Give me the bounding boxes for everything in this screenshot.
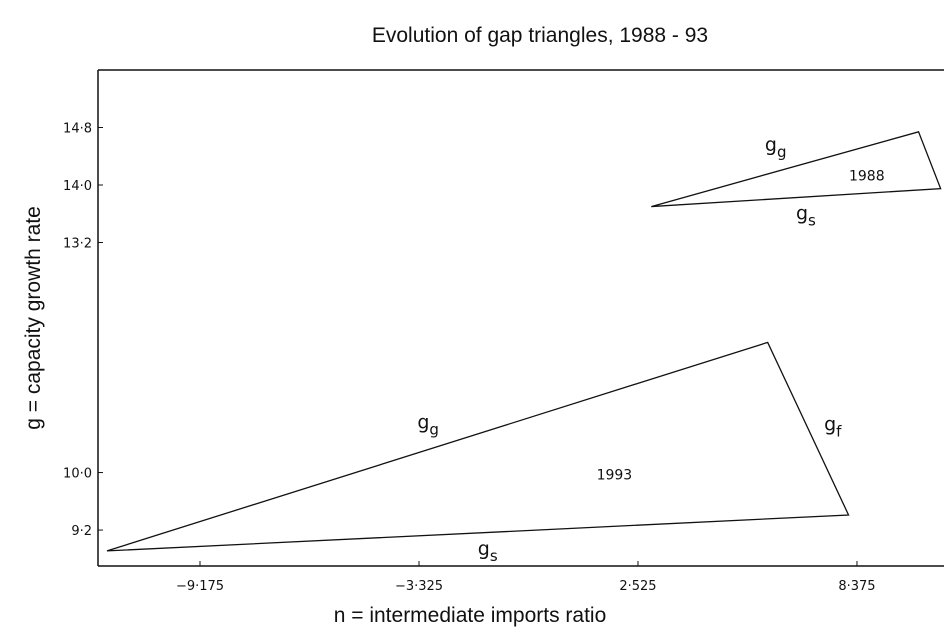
y-tick-label: 13·2 (63, 237, 92, 252)
triangle-name: 1993 (597, 467, 633, 483)
triangle (106, 341, 850, 552)
edge-label-base: g (765, 134, 777, 156)
edge-label-base: g (824, 414, 836, 436)
y-tick-label: 14·8 (63, 122, 92, 137)
x-axis-label: n = intermediate imports ratio (334, 604, 607, 627)
y-tick-label: 10·0 (63, 467, 92, 482)
edge-label: gg (765, 134, 787, 161)
y-tick-label: 9·2 (71, 524, 92, 539)
x-tick-label: 8·375 (838, 579, 875, 594)
edge-label: gg (417, 412, 439, 439)
frame (97, 69, 944, 567)
edge-label-sub: s (490, 547, 498, 565)
y-tick-label: 14·0 (63, 179, 92, 194)
triangle (651, 131, 942, 208)
edge-label: gf (824, 414, 842, 441)
edge-label-sub: s (808, 212, 816, 230)
x-tick-label: −9·175 (176, 579, 224, 594)
chart-title: Evolution of gap triangles, 1988 - 93 (372, 24, 708, 47)
edge-label-base: g (417, 412, 429, 434)
x-tick-label: 2·525 (619, 579, 656, 594)
edge-label-base: g (796, 203, 808, 225)
edge-label-sub: g (777, 143, 787, 161)
edge-label-sub: g (429, 421, 439, 439)
triangle-name: 1988 (849, 169, 885, 185)
edge-label-base: g (478, 538, 490, 560)
edge-label: gs (478, 538, 498, 565)
x-tick-label: −3·325 (395, 579, 443, 594)
edge-label-sub: f (836, 423, 842, 441)
edge-label: gs (796, 203, 816, 230)
y-axis-label: g = capacity growth rate (22, 206, 45, 430)
